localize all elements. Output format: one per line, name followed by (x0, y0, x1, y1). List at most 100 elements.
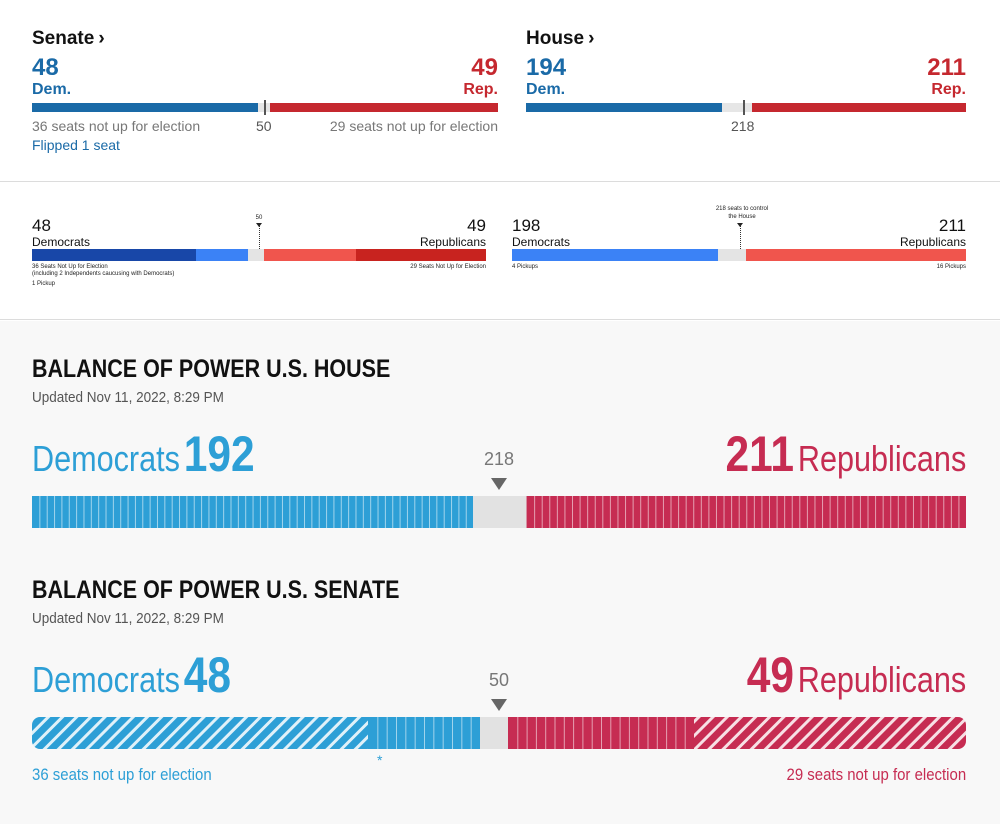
caret-down-icon (256, 223, 262, 227)
ap-house-heading: BALANCE OF POWER U.S. HOUSE (32, 355, 391, 383)
nbc-senate-rep-count: 49 (467, 216, 486, 235)
ap-house-seat-divider (355, 496, 357, 528)
nbc-house-dem-count: 198 (512, 216, 541, 235)
ap-house-seat-divider (392, 496, 394, 528)
nyt-senate-rep-note: 29 seats not up for election (329, 118, 498, 134)
nyt-senate-dem-count: 48 (32, 54, 59, 81)
ap-house-seat-divider (791, 496, 793, 528)
ap-senate-seat-divider (424, 717, 425, 749)
ap-house-seat-divider (171, 496, 173, 528)
ap-senate-seat-divider (656, 717, 658, 749)
ap-senate-bar (32, 717, 966, 749)
ap-house-seat-divider (193, 496, 195, 528)
ap-house-seat-divider (39, 496, 41, 528)
nyt-house-title-link[interactable]: House › (526, 28, 966, 50)
ap-senate-seat-divider (610, 717, 612, 749)
ap-house-seat-divider (822, 496, 824, 528)
ap-house-seat-divider (943, 496, 945, 528)
ap-senate-undecided-segment (480, 717, 508, 749)
nbc-senate-rep-note: 29 Seats Not Up for Election (410, 264, 486, 270)
nyt-senate-rep-count: 49 (471, 54, 498, 81)
ap-house-seat-divider (920, 496, 922, 528)
ap-house-seat-divider (458, 496, 460, 528)
ap-house-dem-summary: Democrats 192 (32, 425, 255, 483)
ap-house-seat-divider (274, 496, 276, 528)
ap-house-seat-divider (958, 496, 960, 528)
ap-house-seat-divider (708, 496, 710, 528)
ap-senate-seat-divider (638, 717, 640, 749)
ap-house-seat-divider (723, 496, 725, 528)
ap-house-seat-divider (134, 496, 136, 528)
ap-house-seat-divider (746, 496, 748, 528)
ap-house-seat-divider (105, 496, 107, 528)
nbc-senate-dem-won-bar (196, 249, 248, 261)
ap-house-rep-summary: 211 Republicans (725, 425, 966, 483)
ap-senate-seat-divider (470, 717, 472, 749)
ap-senate-seat-divider (405, 717, 407, 749)
ap-house-seat-divider (451, 496, 453, 528)
nyt-senate-flip-link[interactable]: Flipped 1 seat (32, 137, 120, 153)
ap-house-seat-divider (428, 496, 430, 528)
ap-house-seat-divider (647, 496, 649, 528)
nbc-house-panel: 218 seats to control the House 198 Democ… (512, 183, 966, 320)
nbc-senate-dem-pickup: 1 Pickup (32, 281, 56, 287)
ap-senate-rep-label: Republicans (797, 659, 966, 700)
ap-senate-dem-not-up-segment (32, 717, 368, 749)
nyt-balance-section: Senate › 48 Dem. 49 Rep. 36 seats not up … (0, 0, 1000, 182)
ap-senate-seat-divider (573, 717, 575, 749)
ap-house-seat-divider (296, 496, 298, 528)
ap-house-seat-divider (414, 496, 416, 528)
ap-senate-dem-count: 48 (183, 647, 232, 703)
ap-senate-rep-not-up-segment (694, 717, 966, 749)
ap-senate-threshold: 50 (488, 670, 510, 690)
nbc-senate-dem-count: 48 (32, 216, 51, 235)
ap-house-seat-divider (326, 496, 328, 528)
nyt-senate-dem-label: Dem. (32, 81, 72, 98)
nyt-senate-dem-bar (32, 103, 258, 112)
ap-house-seat-divider (844, 496, 846, 528)
nyt-house-rep-bar (752, 103, 966, 112)
ap-house-seat-divider (700, 496, 702, 528)
ap-house-seat-divider (54, 496, 56, 528)
ap-house-seat-divider (579, 496, 581, 528)
ap-senate-seat-divider (684, 717, 686, 749)
ap-senate-seat-divider (535, 717, 537, 749)
nyt-house-dem-label: Dem. (526, 81, 566, 98)
ap-senate-seat-divider (377, 717, 379, 749)
chevron-right-icon: › (588, 28, 595, 49)
ap-senate-dem-summary: Democrats 48 (32, 646, 231, 704)
ap-house-seat-divider (731, 496, 733, 528)
ap-house-seat-divider (201, 496, 203, 528)
nbc-senate-dem-held-bar (32, 249, 196, 261)
ap-house-dem-label: Democrats (32, 438, 180, 479)
nyt-senate-dem-note: 36 seats not up for election (32, 118, 201, 134)
ap-house-seat-divider (678, 496, 680, 528)
nbc-senate-undecided-bar (248, 249, 264, 261)
ap-house-seat-divider (436, 496, 438, 528)
ap-house-seat-divider (852, 496, 854, 528)
nyt-senate-title-link[interactable]: Senate › (32, 28, 498, 50)
ap-house-seat-divider (776, 496, 778, 528)
ap-house-seat-divider (935, 496, 937, 528)
ap-senate-seat-divider (628, 717, 630, 749)
nbc-senate-threshold: 50 (255, 215, 263, 221)
ap-house-seat-divider (311, 496, 313, 528)
ap-house-seat-divider (149, 496, 151, 528)
ap-house-seat-divider (112, 496, 114, 528)
ap-house-seat-divider (208, 496, 210, 528)
ap-house-seat-divider (572, 496, 574, 528)
triangle-down-icon (491, 478, 507, 490)
ap-senate-heading: BALANCE OF POWER U.S. SENATE (32, 576, 400, 604)
ap-senate-seat-divider (396, 717, 397, 749)
nyt-senate-threshold-tick (264, 100, 266, 115)
ap-house-seat-divider (230, 496, 232, 528)
ap-senate-rep-count: 49 (746, 647, 794, 703)
ap-house-seat-divider (685, 496, 687, 528)
nyt-house-threshold-tick (743, 100, 745, 115)
ap-senate-rep-summary: 49 Republicans (747, 646, 966, 704)
ap-house-seat-divider (534, 496, 536, 528)
ap-senate-seat-divider (386, 717, 388, 749)
ap-house-seat-divider (769, 496, 771, 528)
nbc-house-dem-pickup: 4 Pickups (512, 264, 539, 270)
ap-house-rep-label: Republicans (797, 438, 966, 479)
